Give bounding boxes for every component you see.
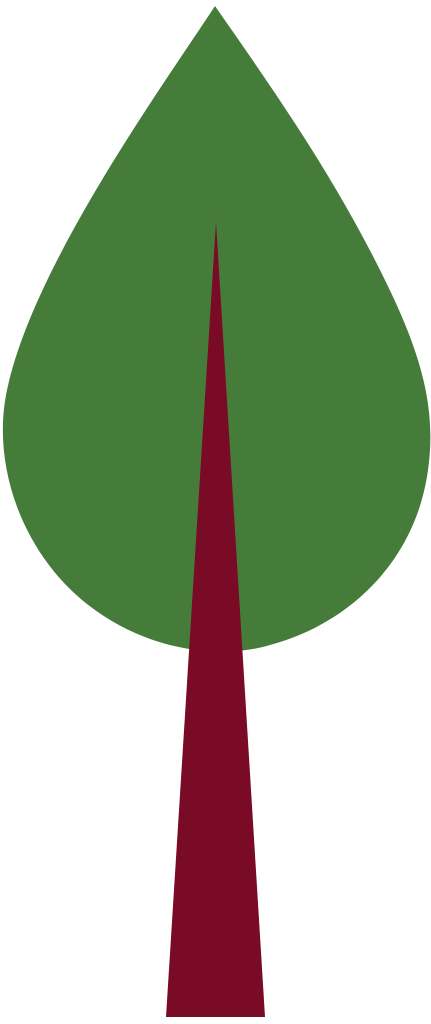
tree-trunk — [166, 222, 265, 1017]
